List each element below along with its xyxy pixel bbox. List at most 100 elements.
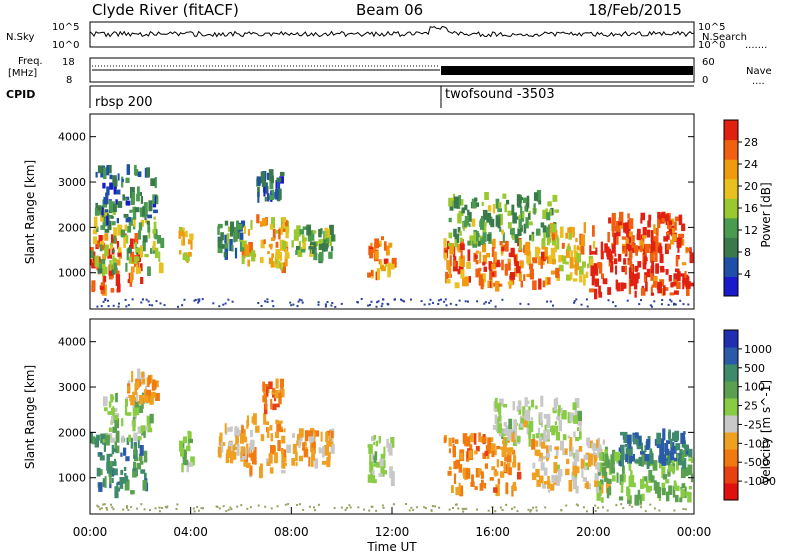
echo-cell xyxy=(271,175,274,184)
echo-cell xyxy=(618,253,622,262)
ground-scatter-cell xyxy=(544,506,547,509)
freq-label-1: Freq. xyxy=(18,56,43,67)
ground-scatter-cell xyxy=(370,505,373,508)
echo-cell xyxy=(137,259,140,269)
echo-cell xyxy=(595,247,598,255)
y-tick-label: 1000 xyxy=(58,472,86,485)
echo-cell xyxy=(667,464,673,472)
echo-cell xyxy=(447,242,452,247)
echo-cell xyxy=(251,250,256,262)
echo-cell xyxy=(125,456,130,462)
echo-cell xyxy=(144,219,148,224)
echo-cell xyxy=(241,250,246,259)
echo-cell xyxy=(656,432,662,445)
ground-scatter-cell xyxy=(370,300,373,303)
echo-cell xyxy=(602,278,608,285)
echo-cell xyxy=(552,194,558,202)
echo-cell xyxy=(639,241,645,249)
echo-cell xyxy=(330,430,334,439)
ground-scatter-cell xyxy=(494,305,497,308)
echo-cell xyxy=(476,231,479,242)
echo-cell xyxy=(490,279,493,289)
ground-scatter-cell xyxy=(615,504,618,507)
echo-cell xyxy=(607,287,612,295)
y-tick-label: 3000 xyxy=(58,176,86,189)
echo-cell xyxy=(661,482,666,492)
echo-cell xyxy=(576,466,580,474)
echo-cell xyxy=(674,433,678,441)
echo-cell xyxy=(147,375,151,385)
freq-frame xyxy=(89,57,695,83)
echo-cell xyxy=(546,452,551,458)
echo-cell xyxy=(657,211,661,219)
echo-cell xyxy=(586,437,590,446)
nave-tick-top: 60 xyxy=(702,57,715,68)
ground-scatter-cell xyxy=(670,300,673,303)
echo-cell xyxy=(665,458,668,463)
echo-cell xyxy=(482,228,485,236)
colorbar-swatch xyxy=(724,139,738,160)
echo-cell xyxy=(125,234,129,244)
echo-cell xyxy=(589,453,593,466)
echo-cell xyxy=(532,280,537,290)
colorbar-tick-label: -100 xyxy=(744,437,769,450)
echo-cell xyxy=(125,399,128,407)
ground-scatter-cell xyxy=(455,303,458,306)
echo-cell xyxy=(372,479,377,484)
echo-cell xyxy=(558,264,564,272)
ground-scatter-cell xyxy=(183,298,186,301)
echo-cell xyxy=(652,460,658,471)
ground-scatter-cell xyxy=(669,298,672,301)
echo-cell xyxy=(675,268,680,273)
echo-cell xyxy=(266,193,270,202)
echo-cell xyxy=(567,435,570,439)
ground-scatter-cell xyxy=(230,508,233,511)
echo-cell xyxy=(526,424,530,428)
echo-cell xyxy=(453,473,457,484)
echo-cell xyxy=(136,380,140,389)
echo-cell xyxy=(311,246,315,254)
echo-cell xyxy=(676,452,681,458)
colorbar-swatch xyxy=(724,276,738,297)
echo-cell xyxy=(585,271,589,278)
echo-cell xyxy=(471,198,477,209)
echo-cell xyxy=(588,440,593,449)
echo-cell xyxy=(104,476,107,488)
ground-scatter-cell xyxy=(412,509,415,512)
echo-cell xyxy=(179,440,183,452)
echo-cell xyxy=(261,218,267,227)
echo-cell xyxy=(501,246,505,252)
ground-scatter-cell xyxy=(549,300,552,303)
echo-cell xyxy=(114,458,116,462)
echo-cell xyxy=(146,220,150,225)
echo-cell xyxy=(629,455,632,464)
echo-cell xyxy=(453,228,457,237)
echo-cell xyxy=(102,478,106,488)
echo-cell xyxy=(300,434,303,442)
ground-scatter-cell xyxy=(452,507,454,509)
ground-scatter-cell xyxy=(403,300,405,303)
echo-cell xyxy=(681,262,687,266)
echo-cell xyxy=(275,188,279,200)
echo-cell xyxy=(491,272,495,277)
echo-cell xyxy=(121,418,124,427)
echo-cell xyxy=(105,209,109,213)
ground-scatter-cell xyxy=(105,507,108,509)
echo-cell xyxy=(623,433,628,444)
echo-cell xyxy=(109,245,113,249)
echo-cell xyxy=(483,482,487,489)
echo-cell xyxy=(495,422,498,432)
ground-scatter-cell xyxy=(194,298,197,301)
echo-cell xyxy=(247,259,251,267)
echo-cell xyxy=(148,200,153,212)
echo-cell xyxy=(242,240,247,248)
echo-cell xyxy=(235,437,239,443)
echo-cell xyxy=(383,446,386,457)
noise-trace xyxy=(89,25,695,38)
echo-cell xyxy=(544,414,549,419)
echo-cell xyxy=(139,445,144,456)
ground-scatter-cell xyxy=(382,298,385,301)
echo-cell xyxy=(231,244,234,252)
echo-cell xyxy=(104,233,109,241)
echo-cell xyxy=(685,276,690,283)
